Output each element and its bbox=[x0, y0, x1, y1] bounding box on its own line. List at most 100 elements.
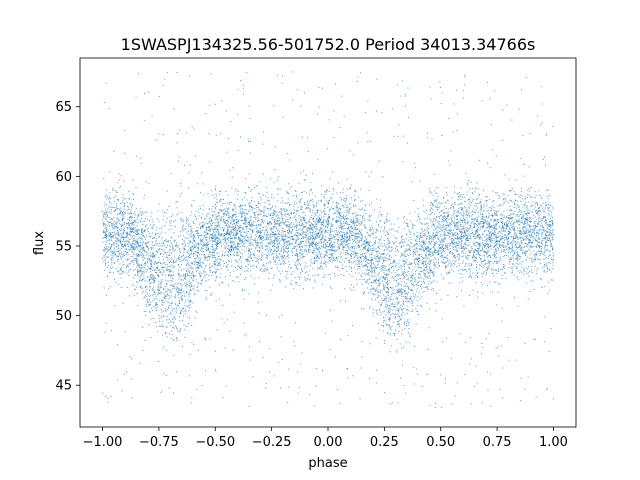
data-point bbox=[259, 225, 261, 227]
data-point bbox=[254, 254, 256, 256]
data-point bbox=[256, 241, 258, 243]
data-point bbox=[308, 238, 310, 240]
data-point bbox=[162, 249, 164, 251]
data-point bbox=[429, 210, 431, 212]
data-point bbox=[415, 244, 417, 246]
data-point bbox=[207, 227, 209, 229]
data-point bbox=[262, 227, 264, 228]
data-point bbox=[372, 228, 374, 230]
data-point bbox=[166, 288, 168, 290]
data-point bbox=[295, 283, 297, 285]
data-point bbox=[299, 277, 301, 279]
data-point bbox=[289, 229, 291, 231]
data-point bbox=[385, 247, 387, 249]
data-point bbox=[314, 237, 316, 239]
data-point bbox=[343, 188, 345, 190]
data-point bbox=[331, 253, 333, 255]
data-point bbox=[329, 232, 331, 234]
data-point bbox=[206, 250, 208, 252]
data-point bbox=[514, 240, 516, 242]
data-point bbox=[485, 201, 487, 203]
data-point bbox=[475, 187, 477, 189]
data-point bbox=[245, 240, 247, 242]
data-point bbox=[149, 255, 151, 257]
data-point bbox=[443, 228, 445, 230]
data-point bbox=[339, 191, 341, 193]
data-point bbox=[311, 215, 313, 217]
data-point bbox=[372, 232, 374, 234]
data-point bbox=[375, 274, 377, 276]
data-point bbox=[494, 213, 496, 215]
data-point bbox=[520, 229, 522, 231]
data-point bbox=[271, 284, 273, 286]
data-point bbox=[299, 249, 301, 251]
data-point bbox=[474, 237, 476, 239]
data-point bbox=[142, 272, 144, 274]
data-point bbox=[141, 214, 143, 216]
data-point bbox=[115, 209, 116, 211]
data-point bbox=[225, 222, 227, 224]
data-point bbox=[321, 236, 323, 238]
data-point bbox=[372, 312, 374, 314]
data-point bbox=[405, 272, 407, 274]
data-point bbox=[429, 252, 431, 254]
data-point bbox=[450, 262, 452, 264]
data-point bbox=[391, 267, 393, 269]
data-point bbox=[197, 247, 199, 249]
data-point bbox=[516, 253, 518, 255]
data-point bbox=[295, 239, 297, 241]
data-point bbox=[321, 238, 323, 240]
data-point bbox=[524, 196, 526, 198]
data-point bbox=[132, 261, 134, 263]
data-point bbox=[211, 274, 213, 276]
data-point bbox=[242, 222, 244, 224]
data-point bbox=[404, 255, 406, 257]
data-point bbox=[216, 248, 218, 250]
data-point bbox=[525, 238, 527, 240]
data-point bbox=[194, 240, 196, 242]
data-point bbox=[335, 207, 337, 209]
data-point bbox=[512, 236, 514, 238]
data-point bbox=[102, 392, 104, 394]
data-point bbox=[255, 239, 257, 241]
data-point bbox=[457, 210, 459, 212]
data-point bbox=[189, 281, 191, 283]
data-point bbox=[406, 225, 408, 227]
data-point bbox=[181, 243, 183, 245]
data-point bbox=[376, 250, 378, 252]
data-point bbox=[311, 198, 313, 200]
data-point bbox=[110, 248, 112, 250]
data-point bbox=[283, 248, 285, 250]
data-point bbox=[501, 308, 503, 310]
data-point bbox=[454, 255, 456, 257]
data-point bbox=[257, 223, 259, 225]
data-point bbox=[297, 244, 299, 246]
data-point bbox=[508, 190, 510, 191]
data-point bbox=[347, 238, 349, 240]
data-point bbox=[418, 253, 420, 255]
data-point bbox=[158, 281, 160, 283]
data-point bbox=[278, 233, 280, 235]
data-point bbox=[507, 336, 509, 338]
data-point bbox=[139, 237, 141, 239]
data-point bbox=[193, 240, 195, 242]
data-point bbox=[306, 201, 308, 203]
data-point bbox=[200, 239, 202, 241]
data-point bbox=[260, 237, 262, 239]
data-point bbox=[465, 263, 467, 265]
data-point bbox=[122, 215, 124, 217]
data-point bbox=[443, 230, 445, 232]
data-point bbox=[180, 185, 182, 187]
data-point bbox=[540, 246, 542, 248]
data-point bbox=[445, 191, 447, 193]
data-point bbox=[544, 244, 546, 246]
data-point bbox=[190, 225, 192, 227]
data-point bbox=[528, 166, 530, 168]
data-point bbox=[130, 268, 132, 270]
data-point bbox=[306, 207, 308, 209]
data-point bbox=[493, 206, 495, 208]
data-point bbox=[272, 253, 274, 255]
data-point bbox=[250, 225, 252, 227]
data-point bbox=[497, 233, 499, 235]
data-point bbox=[201, 213, 203, 215]
